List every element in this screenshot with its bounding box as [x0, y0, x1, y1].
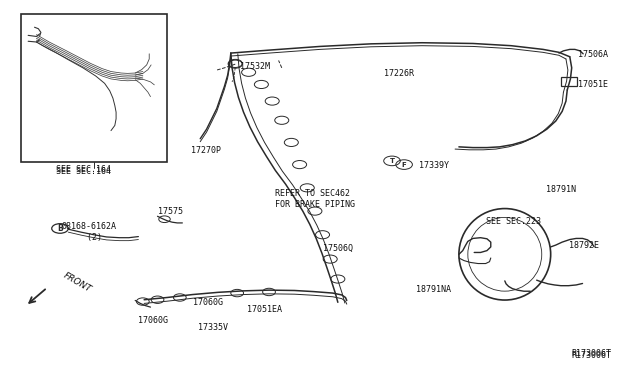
Text: SEE SEC.164: SEE SEC.164 [56, 167, 111, 176]
Text: SEE SEC.164: SEE SEC.164 [56, 165, 111, 174]
Text: 17506A: 17506A [578, 51, 608, 60]
Text: 17051EA: 17051EA [246, 305, 282, 314]
Bar [561, 77, 577, 86]
Text: 17051E: 17051E [578, 80, 608, 89]
Text: 17339Y: 17339Y [419, 161, 449, 170]
Text: F: F [402, 161, 406, 167]
Text: 17226R: 17226R [384, 69, 413, 78]
Text: 18791NA: 18791NA [415, 285, 451, 294]
Text: REFER TO SEC462
FOR BRAKE PIPING: REFER TO SEC462 FOR BRAKE PIPING [275, 189, 355, 209]
Text: T: T [390, 158, 394, 164]
Text: 17270P: 17270P [191, 147, 221, 155]
Bar [20, 14, 167, 162]
Text: 17335V: 17335V [198, 323, 228, 331]
Text: SEE SEC.223: SEE SEC.223 [486, 217, 541, 225]
Text: 17060G: 17060G [193, 298, 223, 307]
Text: 17575: 17575 [157, 207, 182, 217]
Text: FRONT: FRONT [62, 271, 93, 294]
Text: 17506Q: 17506Q [323, 244, 353, 253]
Text: 08168-6162A
     (2): 08168-6162A (2) [62, 222, 117, 242]
Text: B: B [57, 224, 63, 233]
Text: 18791N: 18791N [546, 185, 576, 194]
Text: 17532M: 17532M [241, 61, 270, 71]
Text: R173006T: R173006T [572, 350, 612, 359]
Text: 17060G: 17060G [138, 316, 168, 325]
Text: R173006T: R173006T [572, 351, 612, 360]
Text: 18792E: 18792E [568, 241, 598, 250]
